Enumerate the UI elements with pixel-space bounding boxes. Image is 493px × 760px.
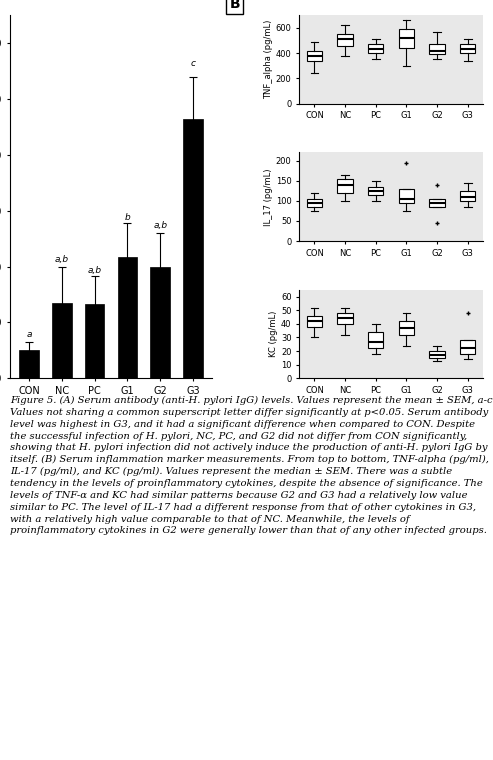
Text: a,b: a,b	[153, 221, 168, 230]
PathPatch shape	[429, 351, 445, 358]
Text: Figure 5. (A) Serum antibody (anti-H. pylori IgG) levels. Values represent the m: Figure 5. (A) Serum antibody (anti-H. py…	[10, 396, 493, 536]
PathPatch shape	[429, 199, 445, 207]
PathPatch shape	[368, 187, 384, 195]
PathPatch shape	[338, 313, 353, 324]
PathPatch shape	[460, 44, 475, 53]
Bar	[183, 119, 203, 378]
PathPatch shape	[307, 51, 322, 61]
PathPatch shape	[399, 29, 414, 48]
PathPatch shape	[460, 191, 475, 201]
Text: b: b	[125, 213, 130, 222]
PathPatch shape	[460, 340, 475, 354]
PathPatch shape	[338, 179, 353, 193]
Bar	[19, 350, 39, 378]
Y-axis label: TNF_alpha (pg/mL): TNF_alpha (pg/mL)	[264, 20, 273, 99]
PathPatch shape	[399, 321, 414, 334]
PathPatch shape	[368, 332, 384, 348]
PathPatch shape	[399, 188, 414, 203]
PathPatch shape	[368, 44, 384, 53]
Bar	[118, 257, 138, 378]
Text: a,b: a,b	[55, 255, 69, 264]
Text: B: B	[229, 0, 240, 11]
Bar	[85, 304, 105, 378]
Y-axis label: IL_17 (pg/mL): IL_17 (pg/mL)	[264, 168, 273, 226]
PathPatch shape	[338, 34, 353, 46]
Bar	[150, 267, 170, 378]
Bar	[52, 303, 71, 378]
PathPatch shape	[307, 199, 322, 207]
PathPatch shape	[307, 315, 322, 327]
Text: a,b: a,b	[88, 266, 102, 275]
PathPatch shape	[429, 44, 445, 55]
Text: a: a	[26, 331, 32, 339]
Y-axis label: KC (pg/mL): KC (pg/mL)	[269, 311, 278, 357]
Text: c: c	[191, 59, 196, 68]
